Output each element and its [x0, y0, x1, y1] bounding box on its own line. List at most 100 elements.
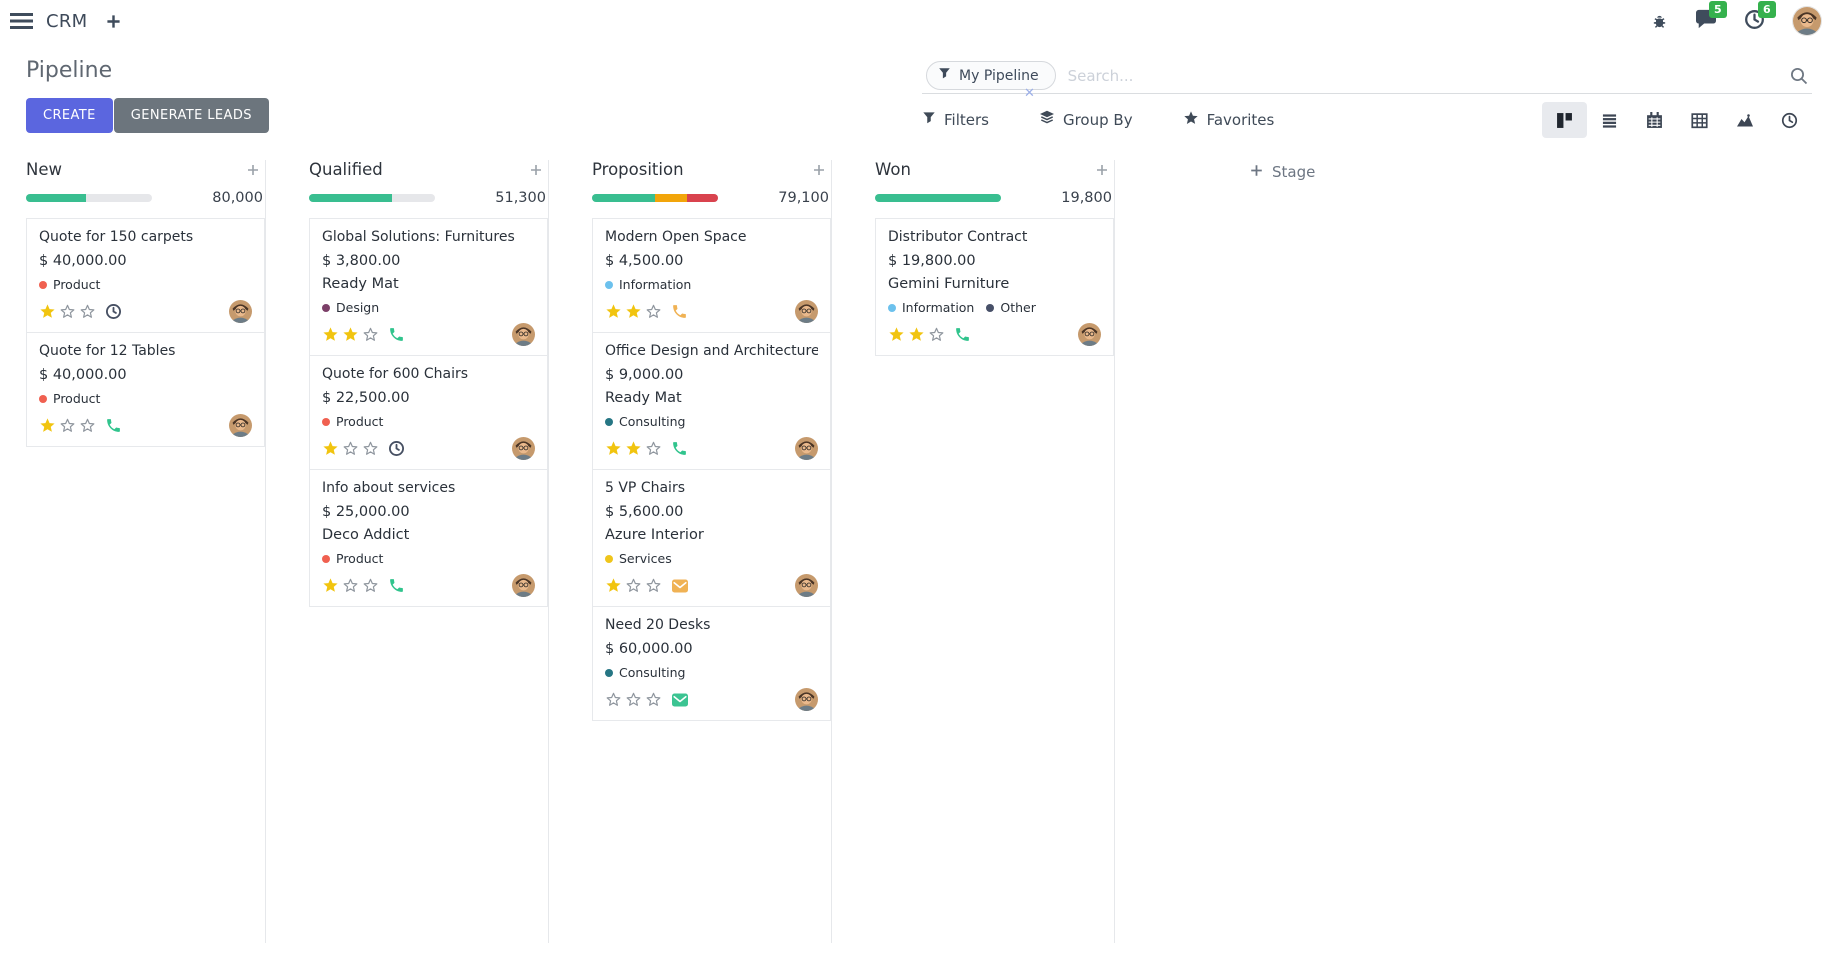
star-empty-icon[interactable] — [342, 577, 359, 594]
kanban-card[interactable]: Quote for 12 Tables $ 40,000.00 Product — [26, 332, 265, 447]
column-progressbar[interactable] — [26, 194, 152, 202]
star-empty-icon[interactable] — [645, 303, 662, 320]
app-name[interactable]: CRM — [46, 10, 88, 32]
star-empty-icon[interactable] — [645, 440, 662, 457]
user-avatar[interactable] — [1792, 6, 1822, 36]
debug-bug-icon[interactable] — [1651, 13, 1668, 30]
star-empty-icon[interactable] — [362, 577, 379, 594]
star-filled-icon[interactable] — [342, 326, 359, 343]
tag-label: Information — [619, 277, 692, 292]
activity-clock-icon[interactable] — [388, 440, 405, 457]
view-switch-pivot-icon[interactable] — [1677, 102, 1722, 138]
activity-phone-icon[interactable] — [671, 303, 688, 320]
view-switch-graph-icon[interactable] — [1722, 102, 1767, 138]
star-filled-icon[interactable] — [625, 303, 642, 320]
star-filled-icon[interactable] — [908, 326, 925, 343]
activity-phone-icon[interactable] — [388, 577, 405, 594]
card-title: Global Solutions: Furnitures — [322, 229, 515, 245]
menu-icon[interactable] — [10, 12, 33, 30]
add-record-plus-icon[interactable] — [813, 164, 825, 176]
activities-icon[interactable]: 6 — [1744, 0, 1776, 34]
card-title: Office Design and Architecture — [605, 343, 818, 359]
column-progressbar[interactable] — [592, 194, 718, 202]
filters-menu[interactable]: Filters — [922, 111, 989, 129]
star-filled-icon[interactable] — [39, 417, 56, 434]
star-filled-icon[interactable] — [39, 303, 56, 320]
card-amount: $ 4,500.00 — [605, 253, 684, 269]
star-empty-icon[interactable] — [79, 417, 96, 434]
star-empty-icon[interactable] — [362, 440, 379, 457]
view-switch-kanban-icon[interactable] — [1542, 102, 1587, 138]
kanban-card[interactable]: Quote for 600 Chairs $ 22,500.00 Product — [309, 355, 548, 470]
add-record-plus-icon[interactable] — [530, 164, 542, 176]
activity-phone-icon[interactable] — [671, 440, 688, 457]
kanban-card[interactable]: Need 20 Desks $ 60,000.00 Consulting — [592, 606, 831, 721]
create-button[interactable]: CREATE — [26, 98, 113, 133]
star-empty-icon[interactable] — [605, 691, 622, 708]
activity-phone-icon[interactable] — [954, 326, 971, 343]
search-facet-my-pipeline[interactable]: My Pipeline — [926, 61, 1056, 90]
priority-stars — [605, 440, 662, 457]
progress-segment[interactable] — [309, 194, 393, 202]
card-tags: Information Other — [888, 300, 1101, 315]
star-empty-icon[interactable] — [59, 417, 76, 434]
add-app-plus-icon[interactable] — [106, 14, 121, 29]
add-record-plus-icon[interactable] — [1096, 164, 1108, 176]
column-progressbar[interactable] — [309, 194, 435, 202]
star-filled-icon[interactable] — [322, 326, 339, 343]
view-switch-list-icon[interactable] — [1587, 102, 1632, 138]
kanban-card[interactable]: Global Solutions: Furnitures $ 3,800.00 Re… — [309, 218, 548, 356]
remove-facet-icon[interactable]: ✕ — [1024, 86, 1035, 101]
view-switcher — [1542, 102, 1812, 138]
activity-phone-icon[interactable] — [105, 417, 122, 434]
star-empty-icon[interactable] — [645, 577, 662, 594]
group-by-menu[interactable]: Group By — [1039, 110, 1133, 130]
favorites-menu[interactable]: Favorites — [1183, 110, 1274, 130]
kanban-card[interactable]: Office Design and Architecture $ 9,000.00… — [592, 332, 831, 470]
card-tags: Product — [39, 391, 252, 406]
activity-envelope-icon[interactable] — [671, 692, 689, 708]
star-filled-icon[interactable] — [605, 577, 622, 594]
view-switch-calendar-icon[interactable] — [1632, 102, 1677, 138]
star-filled-icon[interactable] — [888, 326, 905, 343]
kanban-card[interactable]: 5 VP Chairs $ 5,600.00 Azure Interior Servi… — [592, 469, 831, 607]
progress-segment[interactable] — [655, 194, 687, 202]
messages-icon[interactable]: 5 — [1695, 1, 1727, 33]
star-filled-icon[interactable] — [605, 440, 622, 457]
facet-label: My Pipeline — [959, 67, 1039, 84]
star-empty-icon[interactable] — [928, 326, 945, 343]
messages-count-badge: 5 — [1709, 1, 1727, 18]
star-filled-icon[interactable] — [322, 440, 339, 457]
star-empty-icon[interactable] — [362, 326, 379, 343]
activity-envelope-icon[interactable] — [671, 578, 689, 594]
star-empty-icon[interactable] — [625, 691, 642, 708]
star-empty-icon[interactable] — [342, 440, 359, 457]
add-record-plus-icon[interactable] — [247, 164, 259, 176]
star-empty-icon[interactable] — [645, 691, 662, 708]
add-stage-button[interactable]: Stage — [1250, 163, 1315, 181]
generate-leads-button[interactable]: GENERATE LEADS — [113, 98, 269, 133]
kanban-column-proposition: Proposition 79,100 Modern Open Space $ 4,50… — [592, 160, 832, 943]
progress-segment[interactable] — [686, 194, 718, 202]
priority-stars — [39, 303, 96, 320]
salesperson-avatar — [795, 574, 818, 597]
progress-segment[interactable] — [875, 194, 1001, 202]
progress-segment[interactable] — [26, 194, 87, 202]
search-input[interactable] — [1065, 65, 1790, 86]
progress-segment[interactable] — [592, 194, 655, 202]
star-filled-icon[interactable] — [625, 440, 642, 457]
kanban-card[interactable]: Modern Open Space $ 4,500.00 Information — [592, 218, 831, 333]
activity-clock-icon[interactable] — [105, 303, 122, 320]
kanban-card[interactable]: Distributor Contract $ 19,800.00 Gemini Fu… — [875, 218, 1114, 356]
activity-phone-icon[interactable] — [388, 326, 405, 343]
kanban-card[interactable]: Quote for 150 carpets $ 40,000.00 Product — [26, 218, 265, 333]
star-filled-icon[interactable] — [322, 577, 339, 594]
star-filled-icon[interactable] — [605, 303, 622, 320]
kanban-card[interactable]: Info about services $ 25,000.00 Deco Addic… — [309, 469, 548, 607]
view-switch-activity-icon[interactable] — [1767, 102, 1812, 138]
star-empty-icon[interactable] — [79, 303, 96, 320]
star-empty-icon[interactable] — [59, 303, 76, 320]
column-progressbar[interactable] — [875, 194, 1001, 202]
search-icon[interactable] — [1790, 67, 1808, 85]
star-empty-icon[interactable] — [625, 577, 642, 594]
